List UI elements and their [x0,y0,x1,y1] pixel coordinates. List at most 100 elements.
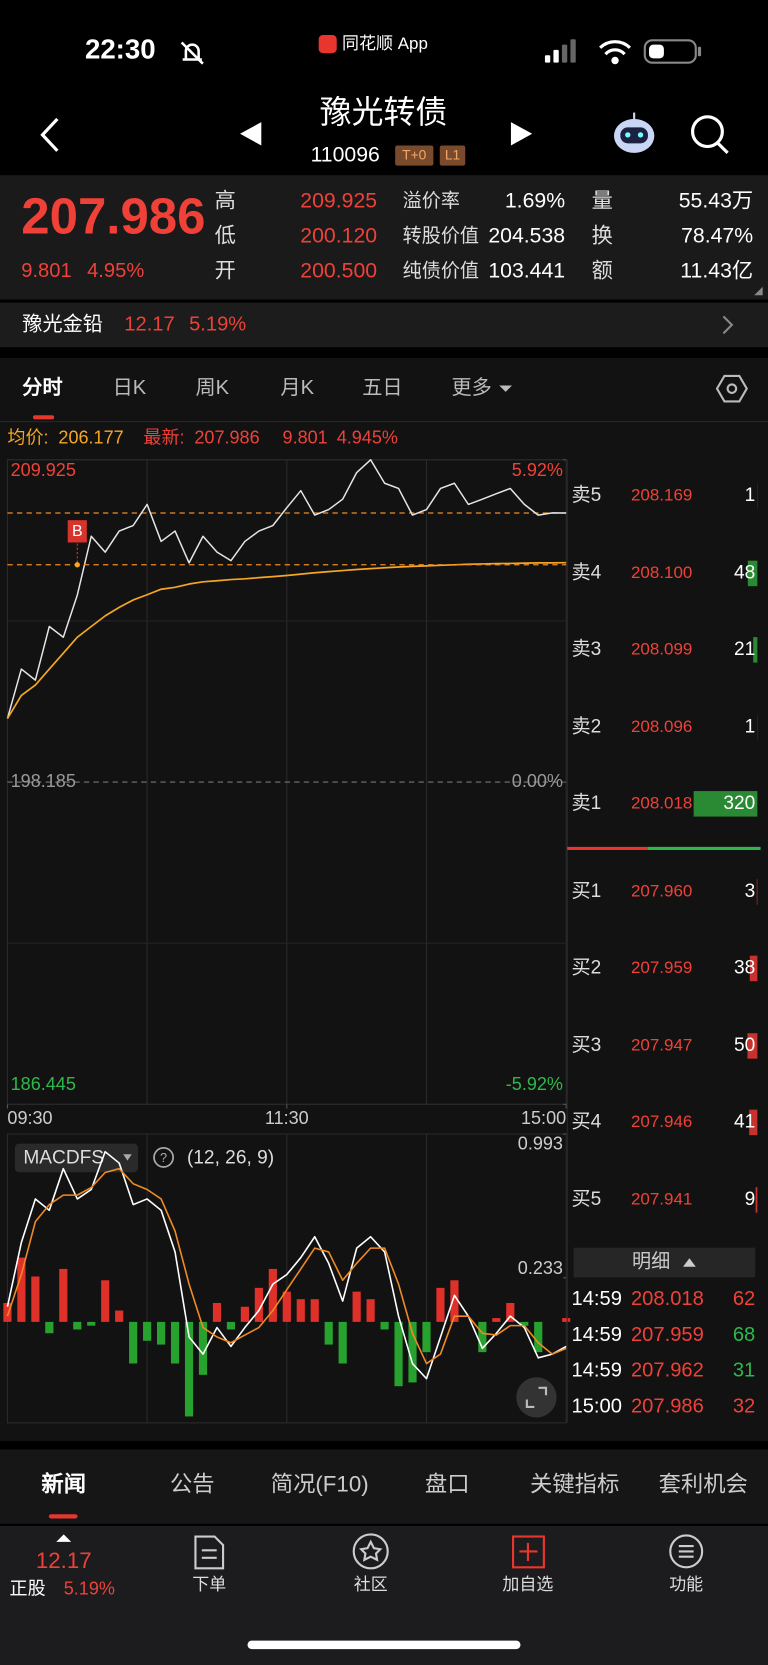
macd-bar [45,1321,54,1334]
stat-label: 纯债价值 [403,260,479,282]
chart-tab[interactable]: 分时 [22,376,62,399]
news-tab[interactable]: 关键指标 [530,1471,619,1496]
chart-tab[interactable]: 更多 [451,376,491,399]
x-tick-label: 11:30 [265,1108,309,1128]
trade-volume: 32 [733,1395,755,1417]
security-code: 110096 [311,143,380,167]
book-price: 207.959 [631,958,692,977]
expand-button[interactable] [516,1377,557,1418]
wifi-icon [599,40,632,65]
icons [194,1533,704,1570]
stat-value: 204.538 [488,223,565,247]
book-volume: 48 [734,562,755,583]
stat-label: 低 [215,223,236,247]
community-icon[interactable] [352,1533,389,1570]
latest-change: 9.801 [283,427,328,447]
community-icon[interactable] [358,1539,383,1562]
book-label: 买5 [571,1189,601,1210]
indicator-select[interactable] [14,1143,139,1173]
news-tab[interactable]: 简况(F10) [271,1471,369,1496]
y-tick-label: 0.233 [518,1258,563,1278]
book-label: 卖4 [571,561,601,583]
help-mark: ? [160,1150,167,1165]
trade-price: 208.018 [631,1288,704,1310]
bottom-item[interactable]: 下单 [192,1575,226,1594]
settings-button[interactable] [715,374,748,403]
news-tab[interactable]: 新闻 [41,1470,86,1496]
news-tab[interactable]: 公告 [170,1471,215,1496]
indicator-name[interactable]: MACDFS [23,1148,104,1169]
next-button[interactable] [510,122,533,146]
macd-bar [338,1321,347,1364]
function-icon[interactable] [678,1545,694,1558]
signal-icon [544,39,576,63]
trade-time: 14:59 [571,1360,621,1382]
book-price: 207.941 [631,1189,692,1208]
book-volume: 1 [745,716,756,737]
underlying-panel[interactable] [0,302,768,348]
book-price: 208.018 [631,793,692,812]
underlying-change: 5.19% [189,313,246,335]
bottom-item[interactable]: 加自选 [502,1575,553,1594]
stat-value: 200.500 [300,258,377,282]
prev-button[interactable] [240,122,262,146]
macd-bar [366,1299,375,1322]
stock-label[interactable]: 正股 [10,1578,46,1598]
volume-bar [747,560,758,587]
more-arrow[interactable] [499,385,512,392]
macd-bar [408,1321,417,1383]
macd-bar [254,1287,263,1322]
back-button[interactable] [40,117,59,152]
stat-value: 209.925 [300,188,377,212]
chart-tab[interactable]: 周K [195,377,229,399]
latest-label: 最新: [143,427,184,447]
book-price: 208.169 [631,485,692,504]
watchlist-icon[interactable] [512,1535,545,1569]
macd-bar [268,1268,277,1322]
last-price: 207.986 [21,187,205,244]
news-tab[interactable]: 盘口 [425,1471,470,1496]
tab-underline [32,415,55,420]
trade-volume: 68 [733,1324,755,1346]
order-icon[interactable] [194,1535,225,1570]
help-icon[interactable] [153,1147,174,1168]
macd-bar [101,1280,110,1322]
detail-title[interactable]: 明细 [632,1251,670,1273]
macd-bar [324,1321,333,1345]
home-indicator [247,1640,521,1650]
watchlist-icon[interactable] [519,1542,538,1561]
function-icon[interactable] [669,1534,704,1569]
macd-bar [87,1321,96,1326]
detail-header[interactable] [573,1247,756,1278]
trade-detail: 14:59 208.018 62 14:59 207.959 68 14:59 207.962… [571,1288,755,1417]
y2-tick-label: 5.92% [512,460,563,480]
bottom-item[interactable]: 社区 [354,1575,388,1594]
y-tick-label: 0.993 [518,1133,563,1153]
badge: T+0 [402,148,426,163]
chart-tab[interactable]: 月K [280,377,314,399]
news-tab[interactable]: 套利机会 [659,1471,748,1496]
macd-bar [282,1291,291,1322]
chart-tab[interactable]: 日K [113,377,147,399]
book-label: 卖3 [571,638,601,660]
assistant-button[interactable] [613,112,655,153]
security-title: 豫光转债 [320,94,447,130]
bottom-items: 下单 社区 加自选 功能 [192,1575,703,1594]
latest-change-pct: 4.945% [337,427,398,447]
stock-price[interactable]: 12.17 [36,1548,92,1573]
buy-dot [74,562,80,568]
series-line [6,561,567,719]
search-button[interactable] [690,115,729,155]
book-volume: 41 [734,1111,755,1132]
macd-bar [212,1302,222,1322]
macd-bar [170,1321,180,1364]
y-tick-label: 186.445 [11,1074,76,1094]
stock-change[interactable]: 5.19% [64,1578,115,1598]
macd-bar [143,1321,152,1341]
book-label: 卖2 [571,715,601,737]
chart-tab[interactable]: 五日 [362,377,402,399]
macd-bar [17,1257,26,1322]
bottom-item[interactable]: 功能 [669,1575,703,1594]
trade-volume: 62 [733,1288,755,1310]
settings-button[interactable] [726,383,738,394]
